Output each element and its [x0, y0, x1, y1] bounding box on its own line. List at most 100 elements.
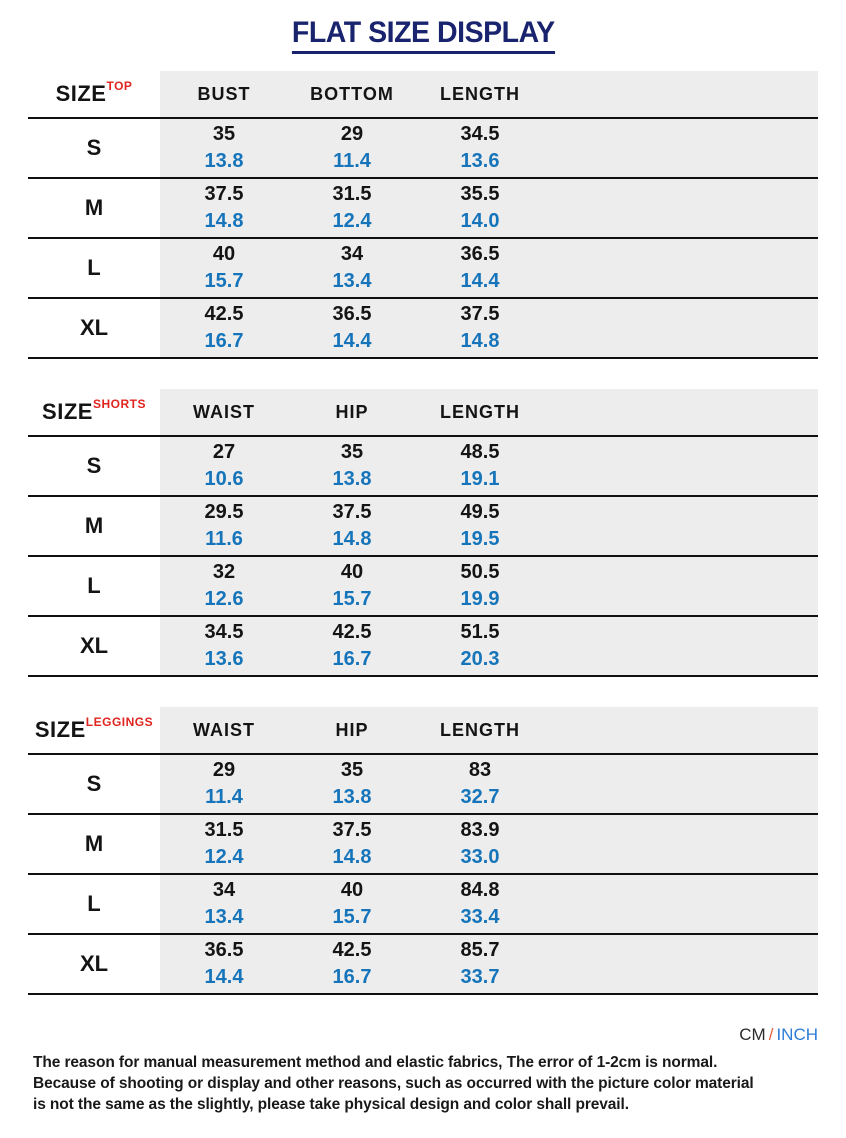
inch-value: 33.7	[460, 966, 500, 988]
size-value: L	[28, 557, 160, 615]
measure-cell: 35 13.8	[288, 437, 416, 495]
measure-cell: 31.5 12.4	[160, 815, 288, 873]
size-value: XL	[28, 617, 160, 675]
inch-value: 13.8	[332, 468, 372, 490]
inch-value: 33.4	[460, 906, 500, 928]
cm-value: 36.5	[460, 243, 500, 265]
size-row: XL 42.5 16.7 36.5 14.4 37.5 14.8	[28, 297, 818, 357]
cm-value: 27	[212, 441, 236, 463]
measure-cell: 37.5 14.8	[160, 179, 288, 237]
header-columns: BUST BOTTOM LENGTH	[160, 71, 818, 117]
cm-value: 29.5	[204, 501, 244, 523]
inch-value: 14.8	[460, 330, 500, 352]
disclaimer-line: The reason for manual measurement method…	[33, 1054, 718, 1071]
unit-inch-label: INCH	[776, 1025, 818, 1044]
column-header: BOTTOM	[310, 83, 394, 104]
cm-value: 42.5	[204, 303, 244, 325]
table-header-row: SIZE TOP BUST BOTTOM LENGTH	[28, 71, 818, 117]
size-row: S 27 10.6 35 13.8 48.5 19.1	[28, 435, 818, 495]
size-row: L 34 13.4 40 15.7 84.8 33.4	[28, 873, 818, 933]
cm-value: 85.7	[460, 939, 500, 961]
inch-value: 19.9	[460, 588, 500, 610]
column-header: LENGTH	[440, 719, 520, 740]
cm-value: 83.9	[460, 819, 500, 841]
measure-cell: 32 12.6	[160, 557, 288, 615]
size-value: S	[28, 119, 160, 177]
unit-separator: /	[768, 1025, 774, 1044]
cm-value: 40	[340, 561, 364, 583]
cm-value: 50.5	[460, 561, 500, 583]
inch-value: 12.6	[204, 588, 244, 610]
cm-value: 34.5	[204, 621, 244, 643]
inch-value: 15.7	[204, 270, 244, 292]
size-value: M	[28, 497, 160, 555]
cm-value: 35	[340, 441, 364, 463]
cm-value: 37.5	[204, 183, 244, 205]
cm-value: 36.5	[332, 303, 372, 325]
measure-cell: 34.5 13.6	[160, 617, 288, 675]
page-title: FLAT SIZE DISPLAY	[291, 16, 555, 54]
inch-value: 12.4	[204, 846, 244, 868]
inch-value: 14.4	[204, 966, 244, 988]
size-row: XL 34.5 13.6 42.5 16.7 51.5 20.3	[28, 615, 818, 675]
cm-value: 29	[340, 123, 364, 145]
inch-value: 14.8	[332, 528, 372, 550]
size-value: S	[28, 755, 160, 813]
cm-value: 35	[212, 123, 236, 145]
row-columns: 31.5 12.4 37.5 14.8 83.9 33.0	[160, 815, 818, 873]
inch-value: 12.4	[332, 210, 372, 232]
measure-cell: 83.9 33.0	[416, 815, 544, 873]
inch-value: 13.4	[332, 270, 372, 292]
inch-value: 11.4	[333, 150, 371, 172]
inch-value: 16.7	[204, 330, 244, 352]
measure-cell: 36.5 14.4	[288, 299, 416, 357]
cm-value: 34	[212, 879, 236, 901]
size-row: M 37.5 14.8 31.5 12.4 35.5 14.0	[28, 177, 818, 237]
inch-value: 11.4	[205, 786, 243, 808]
category-label-leggings: LEGGINGS	[85, 715, 154, 729]
size-table-shorts: SIZE SHORTS WAIST HIP LENGTH S 27 10.6 35 1…	[28, 389, 818, 677]
cm-value: 37.5	[460, 303, 500, 325]
measure-cell: 40 15.7	[288, 557, 416, 615]
measure-cell: 27 10.6	[160, 437, 288, 495]
size-table-leggings: SIZE LEGGINGS WAIST HIP LENGTH S 29 11.4 3…	[28, 707, 818, 995]
column-header: HIP	[335, 719, 369, 740]
inch-value: 14.8	[332, 846, 372, 868]
cm-value: 35.5	[460, 183, 500, 205]
row-columns: 40 15.7 34 13.4 36.5 14.4	[160, 239, 818, 297]
column-header: LENGTH	[440, 83, 520, 104]
size-label: SIZE	[34, 717, 86, 742]
cm-value: 31.5	[204, 819, 244, 841]
size-row: M 29.5 11.6 37.5 14.8 49.5 19.5	[28, 495, 818, 555]
measure-cell: 29 11.4	[288, 119, 416, 177]
measure-cell: 48.5 19.1	[416, 437, 544, 495]
row-columns: 29 11.4 35 13.8 83 32.7	[160, 755, 818, 813]
measure-cell: 35.5 14.0	[416, 179, 544, 237]
size-row: S 35 13.8 29 11.4 34.5 13.6	[28, 117, 818, 177]
category-label-shorts: SHORTS	[92, 397, 146, 411]
column-header: LENGTH	[440, 401, 520, 422]
measure-cell: 36.5 14.4	[160, 935, 288, 993]
size-row: L 32 12.6 40 15.7 50.5 19.9	[28, 555, 818, 615]
measure-cell: 36.5 14.4	[416, 239, 544, 297]
inch-value: 16.7	[332, 648, 372, 670]
measure-cell: 31.5 12.4	[288, 179, 416, 237]
size-value: XL	[28, 299, 160, 357]
measure-cell: 35 13.8	[160, 119, 288, 177]
category-label-top: TOP	[106, 79, 133, 93]
measure-cell: 37.5 14.8	[288, 497, 416, 555]
row-columns: 34.5 13.6 42.5 16.7 51.5 20.3	[160, 617, 818, 675]
measure-cell: 42.5 16.7	[160, 299, 288, 357]
inch-value: 14.4	[460, 270, 500, 292]
unit-cm-label: CM	[739, 1025, 766, 1044]
size-value: M	[28, 179, 160, 237]
size-row: M 31.5 12.4 37.5 14.8 83.9 33.0	[28, 813, 818, 873]
cm-value: 48.5	[460, 441, 500, 463]
measure-cell: 42.5 16.7	[288, 617, 416, 675]
column-header: HIP	[335, 401, 369, 422]
disclaimer-line: is not the same as the slightly, please …	[33, 1096, 629, 1113]
cm-value: 42.5	[332, 939, 372, 961]
cm-value: 40	[340, 879, 364, 901]
measure-cell: 42.5 16.7	[288, 935, 416, 993]
measure-cell: 51.5 20.3	[416, 617, 544, 675]
